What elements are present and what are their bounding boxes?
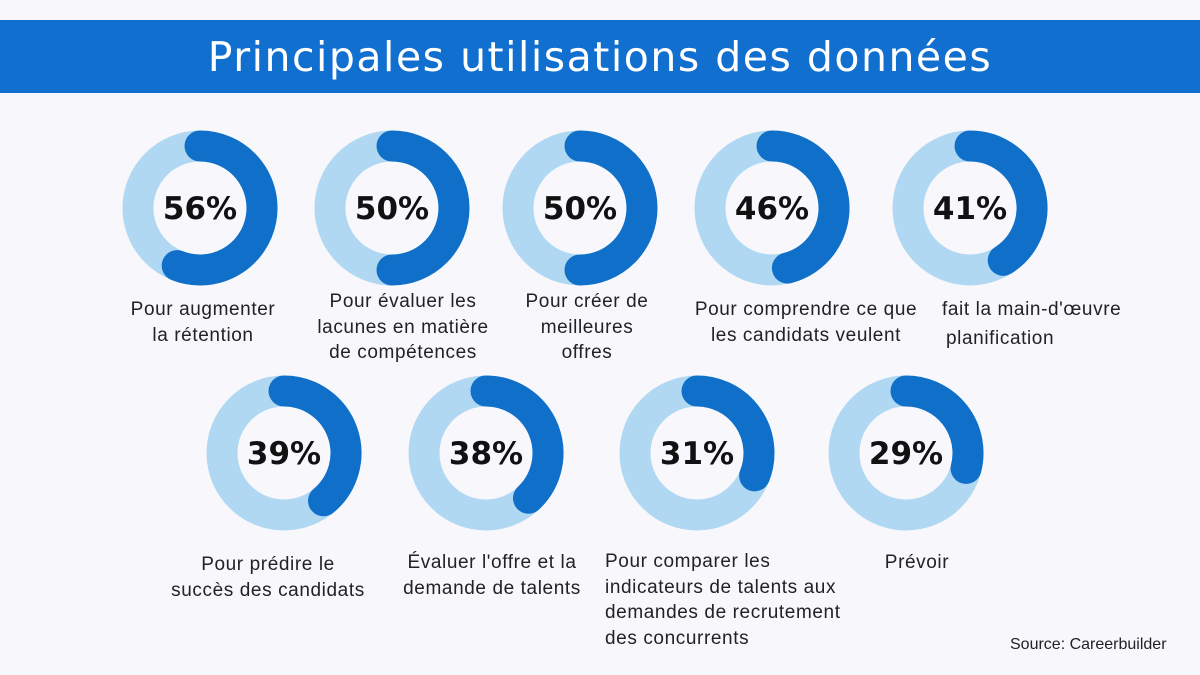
caption-line: fait la main-d'œuvre: [942, 299, 1122, 320]
donut-value-arc: [890, 375, 984, 484]
donut-9: 29%: [828, 375, 984, 531]
donut-percent-label: 50%: [355, 191, 429, 227]
caption-line: indicateurs de talents aux: [605, 576, 837, 598]
donut-6: 39%: [206, 375, 362, 531]
donut-caption: Pour évaluer les lacunes en matière de com…: [203, 289, 603, 366]
donut-caption: Évaluer l'offre et la demande de talents: [292, 550, 692, 601]
donut-value-arc: [161, 130, 278, 286]
donut-percent-label: 46%: [735, 191, 809, 227]
caption-line: Pour créer de: [525, 291, 649, 312]
caption-line: Pour comparer les: [605, 551, 771, 572]
source-note: Source: Careerbuilder: [1010, 636, 1167, 653]
donut-caption: Pour comparer les indicateurs de talents …: [605, 549, 841, 651]
caption-line: succès des candidats: [171, 579, 365, 601]
donut-5: 41%: [892, 130, 1048, 286]
caption-line: Prévoir: [884, 552, 950, 573]
donut-7: 38%: [408, 375, 564, 531]
title-bar: Principales utilisations des données: [0, 20, 1200, 93]
caption-line: Pour évaluer les: [329, 291, 477, 312]
caption-line: demande de talents: [403, 577, 581, 599]
donut-value-arc: [954, 130, 1048, 276]
caption-line: planification: [946, 327, 1055, 349]
donut-2: 50%: [314, 130, 470, 286]
donut-4: 46%: [694, 130, 850, 286]
donut-value-arc: [268, 375, 362, 517]
donut-1: 56%: [122, 130, 278, 286]
chart-title: Principales utilisations des données: [207, 32, 993, 81]
caption-line: Pour augmenter: [130, 299, 276, 320]
donut-caption: Pour augmenter la rétention: [3, 297, 403, 348]
donut-value-arc: [681, 375, 775, 492]
donut-value-arc: [376, 130, 470, 286]
donut-caption: Pour comprendre ce que les candidats veul…: [606, 297, 1006, 348]
donut-percent-label: 29%: [869, 436, 943, 472]
caption-line: demandes de recrutement: [605, 602, 841, 623]
donut-value-arc: [564, 130, 658, 286]
donut-percent-label: 39%: [247, 436, 321, 472]
caption-line: de compétences: [329, 342, 477, 363]
caption-line: Pour prédire le: [201, 554, 335, 575]
donut-percent-label: 56%: [163, 191, 237, 227]
donut-percent-label: 38%: [449, 436, 523, 472]
donut-caption: Pour prédire le succès des candidats: [68, 552, 468, 603]
caption-line: meilleures: [540, 316, 634, 338]
caption-line: lacunes en matière: [317, 316, 489, 338]
caption-line: les candidats veulent: [710, 324, 902, 346]
caption-line: la rétention: [152, 324, 254, 346]
donut-percent-label: 31%: [660, 436, 734, 472]
caption-line: Évaluer l'offre et la: [407, 552, 577, 573]
donut-caption: Prévoir: [717, 550, 1117, 576]
donut-8: 31%: [619, 375, 775, 531]
caption-line: offres: [561, 342, 613, 363]
donut-3: 50%: [502, 130, 658, 286]
caption-line: des concurrents: [605, 627, 750, 649]
donut-value-arc: [756, 130, 850, 284]
donut-caption: fait la main-d'œuvre planification: [942, 297, 1121, 351]
caption-line: Pour comprendre ce que: [694, 299, 918, 320]
donut-percent-label: 41%: [933, 191, 1007, 227]
donut-percent-label: 50%: [543, 191, 617, 227]
donut-caption: Pour créer de meilleures offres: [387, 289, 787, 366]
donut-value-arc: [470, 375, 564, 514]
